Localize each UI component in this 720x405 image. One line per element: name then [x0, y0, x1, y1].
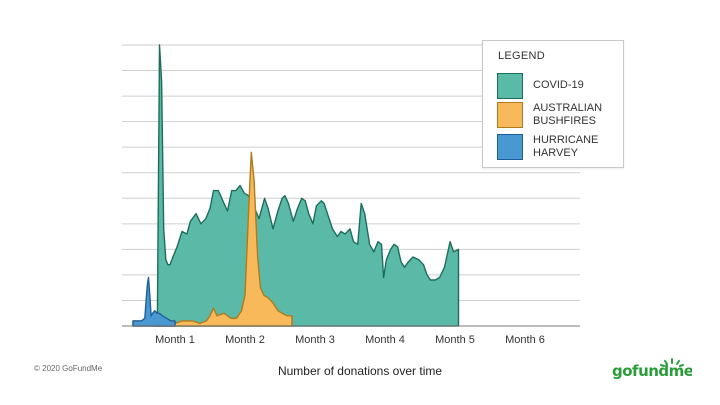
- legend-label-bushfires-line2: BUSHFIRES: [533, 115, 596, 127]
- legend-label-harvey: HURRICANE HARVEY: [533, 134, 621, 160]
- legend-label-covid: COVID-19: [533, 79, 584, 91]
- logo-sun-rays-icon: [660, 358, 684, 367]
- x-axis: Month 1 Month 2 Month 3 Month 4 Month 5 Month…: [122, 325, 580, 346]
- x-tick-label: Month 6: [505, 334, 545, 346]
- series-area-covid-19: [153, 44, 460, 327]
- logo-text: gofundme: [612, 362, 692, 380]
- x-tick-label: Month 1: [155, 334, 195, 346]
- legend-label-harvey-line2: HARVEY: [533, 147, 579, 159]
- logo-mark: gofundme: [612, 358, 694, 380]
- legend-label-harvey-line1: HURRICANE: [533, 134, 599, 146]
- legend-item-covid: COVID-19: [497, 73, 621, 99]
- x-axis-title: Number of donations over time: [277, 364, 443, 378]
- x-tick-label: Month 5: [435, 334, 475, 346]
- legend-label-bushfires: AUSTRALIAN BUSHFIRES: [533, 102, 621, 128]
- legend-title: LEGEND: [498, 50, 546, 62]
- x-tick-label: Month 2: [225, 334, 265, 346]
- gofundme-logo[interactable]: gofundme: [612, 358, 694, 385]
- legend-swatch-bushfires: [497, 102, 523, 128]
- series-areas: [132, 44, 460, 327]
- x-tick-label: Month 4: [365, 334, 405, 346]
- copyright-text: © 2020 GoFundMe: [34, 364, 103, 373]
- legend: LEGEND COVID-19 AUSTRALIAN BUSHFIRES HUR…: [482, 40, 624, 168]
- x-tick-label: Month 3: [295, 334, 335, 346]
- legend-item-bushfires: AUSTRALIAN BUSHFIRES: [497, 102, 621, 128]
- legend-swatch-covid: [497, 73, 523, 99]
- series-area-hurricane-harvey: [132, 276, 176, 327]
- legend-item-harvey: HURRICANE HARVEY: [497, 134, 621, 160]
- legend-swatch-harvey: [497, 134, 523, 160]
- legend-label-bushfires-line1: AUSTRALIAN: [533, 102, 603, 114]
